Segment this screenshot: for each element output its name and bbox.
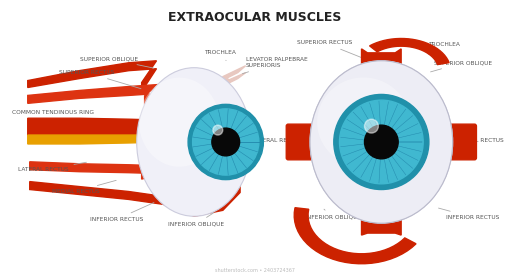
Ellipse shape bbox=[310, 61, 453, 223]
Polygon shape bbox=[361, 219, 401, 235]
Circle shape bbox=[364, 125, 398, 159]
Polygon shape bbox=[28, 118, 163, 138]
Text: TROCHLEA: TROCHLEA bbox=[204, 50, 236, 60]
Ellipse shape bbox=[310, 61, 453, 223]
Text: MEDIAL RECTUS: MEDIAL RECTUS bbox=[455, 137, 503, 143]
Polygon shape bbox=[30, 182, 240, 216]
Ellipse shape bbox=[317, 78, 410, 167]
Text: LEVATOR PALPEBRAE
SUPERIORIS: LEVATOR PALPEBRAE SUPERIORIS bbox=[242, 57, 307, 74]
Polygon shape bbox=[28, 135, 163, 148]
Polygon shape bbox=[294, 208, 416, 264]
Ellipse shape bbox=[139, 78, 219, 167]
Polygon shape bbox=[223, 66, 246, 83]
Text: SUPERIOR OBLIQUE: SUPERIOR OBLIQUE bbox=[431, 60, 492, 72]
Circle shape bbox=[193, 109, 259, 175]
Polygon shape bbox=[28, 61, 156, 92]
Text: INFERIOR RECTUS: INFERIOR RECTUS bbox=[90, 202, 154, 222]
Ellipse shape bbox=[137, 68, 251, 216]
Text: INFERIOR OBLIQUE: INFERIOR OBLIQUE bbox=[168, 213, 224, 227]
Text: SUPERIOR OBLIQUE: SUPERIOR OBLIQUE bbox=[80, 56, 154, 68]
Polygon shape bbox=[370, 38, 449, 65]
Text: MEDIAL RECTUS: MEDIAL RECTUS bbox=[51, 180, 116, 194]
Polygon shape bbox=[30, 162, 160, 179]
Circle shape bbox=[340, 100, 423, 184]
Polygon shape bbox=[28, 85, 158, 105]
Circle shape bbox=[364, 119, 378, 133]
Text: COMMON TENDINOUS RING: COMMON TENDINOUS RING bbox=[12, 110, 94, 122]
Text: SUPERIOR RECTUS: SUPERIOR RECTUS bbox=[297, 40, 362, 58]
Text: TROCHLEA: TROCHLEA bbox=[428, 42, 460, 54]
Circle shape bbox=[213, 125, 223, 135]
Circle shape bbox=[188, 104, 263, 179]
Polygon shape bbox=[361, 49, 401, 65]
Text: INFERIOR RECTUS: INFERIOR RECTUS bbox=[438, 208, 499, 220]
Circle shape bbox=[334, 94, 429, 190]
Circle shape bbox=[212, 128, 240, 156]
Text: LATERAL RECTUS: LATERAL RECTUS bbox=[252, 137, 309, 143]
Text: INFERIOR OBLIQUE: INFERIOR OBLIQUE bbox=[305, 209, 361, 220]
FancyBboxPatch shape bbox=[286, 124, 316, 160]
Text: shutterstock.com • 2403724367: shutterstock.com • 2403724367 bbox=[214, 268, 295, 273]
Polygon shape bbox=[229, 122, 249, 148]
FancyBboxPatch shape bbox=[447, 124, 476, 160]
Text: SUPERIOR RECTUS: SUPERIOR RECTUS bbox=[60, 70, 141, 89]
Text: EXTRAOCULAR MUSCLES: EXTRAOCULAR MUSCLES bbox=[168, 11, 341, 24]
Text: LATERAL RECTUS: LATERAL RECTUS bbox=[18, 162, 86, 172]
